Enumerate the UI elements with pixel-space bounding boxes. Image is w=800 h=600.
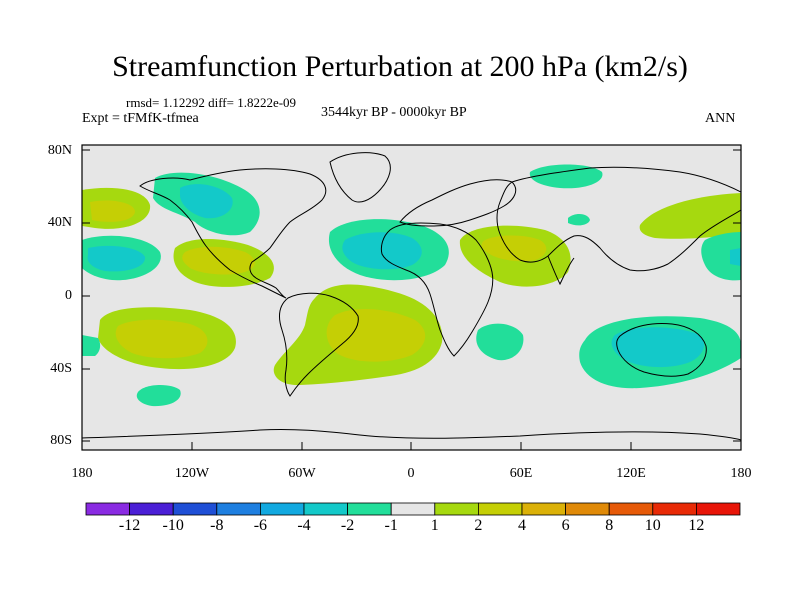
lon-label-0: 0 <box>407 466 415 481</box>
contour-me-inner <box>481 235 547 262</box>
contour-cp-inner <box>87 245 146 272</box>
colorbar-box <box>303 502 348 516</box>
coast-australia <box>616 323 707 377</box>
colorbar-box <box>259 502 305 516</box>
contour-caspian <box>568 214 590 226</box>
colorbar-label: 12 <box>688 517 705 534</box>
colorbar <box>85 502 741 516</box>
colorbar-box <box>347 502 392 516</box>
stats-label: rmsd= 1.12292 diff= 1.8222e-09 <box>126 95 297 110</box>
lat-label-80s: 80S <box>50 433 72 448</box>
coast-asia <box>496 166 741 272</box>
colorbar-label: 6 <box>561 517 570 534</box>
colorbar-box <box>85 502 130 516</box>
contour-ea <box>639 193 741 239</box>
colorbar-label: -6 <box>253 517 268 534</box>
lon-label-60w: 60W <box>288 466 316 481</box>
coast-antarctica <box>82 428 741 441</box>
contour-si <box>476 323 524 361</box>
colorbar-label: -10 <box>162 517 184 534</box>
contour-wsp <box>82 335 101 356</box>
lat-label-0: 0 <box>65 288 72 303</box>
colorbar-label: -2 <box>340 517 355 534</box>
lon-label-120w: 120W <box>174 466 210 481</box>
lat-label-40n: 40N <box>47 215 72 230</box>
coast-north-america <box>139 168 327 299</box>
chart-title: Streamfunction Perturbation at 200 hPa (… <box>112 50 688 83</box>
lon-label-60e: 60E <box>509 466 533 481</box>
lon-label-180w: 180 <box>71 466 93 481</box>
colorbar-label: -8 <box>210 517 224 534</box>
colorbar-box <box>652 502 697 516</box>
contour-au-inner <box>611 327 705 368</box>
contour-wp <box>701 232 741 281</box>
colorbar-box <box>696 502 741 516</box>
coast-europe <box>399 179 517 227</box>
contour-sp-inner <box>115 319 208 359</box>
contour-fills <box>82 164 741 407</box>
colorbar-label: -12 <box>118 517 141 534</box>
colorbar-box <box>521 502 566 516</box>
coast-india <box>547 255 575 286</box>
colorbar-box <box>565 502 610 516</box>
coast-south-america <box>279 292 359 397</box>
coast-africa <box>380 222 494 357</box>
season-label: ANN <box>705 111 736 126</box>
colorbar-box <box>608 502 654 516</box>
colorbar-label: 10 <box>644 517 661 534</box>
colorbar-box <box>434 502 479 516</box>
contour-wp-inner <box>730 248 741 266</box>
colorbar-box <box>129 502 174 516</box>
colorbar-label: 8 <box>605 517 614 534</box>
lat-label-40s: 40S <box>50 361 72 376</box>
colorbar-label: 2 <box>474 517 483 534</box>
colorbar-label: 1 <box>430 517 439 534</box>
coast-greenland <box>329 152 391 203</box>
lat-label-80n: 80N <box>47 143 72 158</box>
contour-na-inner <box>180 184 233 219</box>
contour-arctic <box>529 164 603 189</box>
colorbar-box <box>172 502 218 516</box>
colorbar-box <box>390 502 436 516</box>
contour-np-inner <box>90 200 135 222</box>
lon-label-120e: 120E <box>616 466 646 481</box>
contour-sep <box>136 384 181 407</box>
contour-sa-inner <box>326 308 426 362</box>
colorbar-label: -4 <box>297 517 311 534</box>
experiment-label: Expt = tFMfK-tfmea <box>82 111 199 126</box>
colorbar-box <box>216 502 261 516</box>
coastlines <box>82 152 741 441</box>
axis-ticks <box>81 149 742 450</box>
colorbar-label: 4 <box>518 517 526 534</box>
colorbar-box <box>477 502 523 516</box>
period-label: 3544kyr BP - 0000kyr BP <box>321 105 467 120</box>
contour-at-inner <box>342 232 422 270</box>
colorbar-label: -1 <box>384 517 398 534</box>
lon-label-180e: 180 <box>730 466 752 481</box>
